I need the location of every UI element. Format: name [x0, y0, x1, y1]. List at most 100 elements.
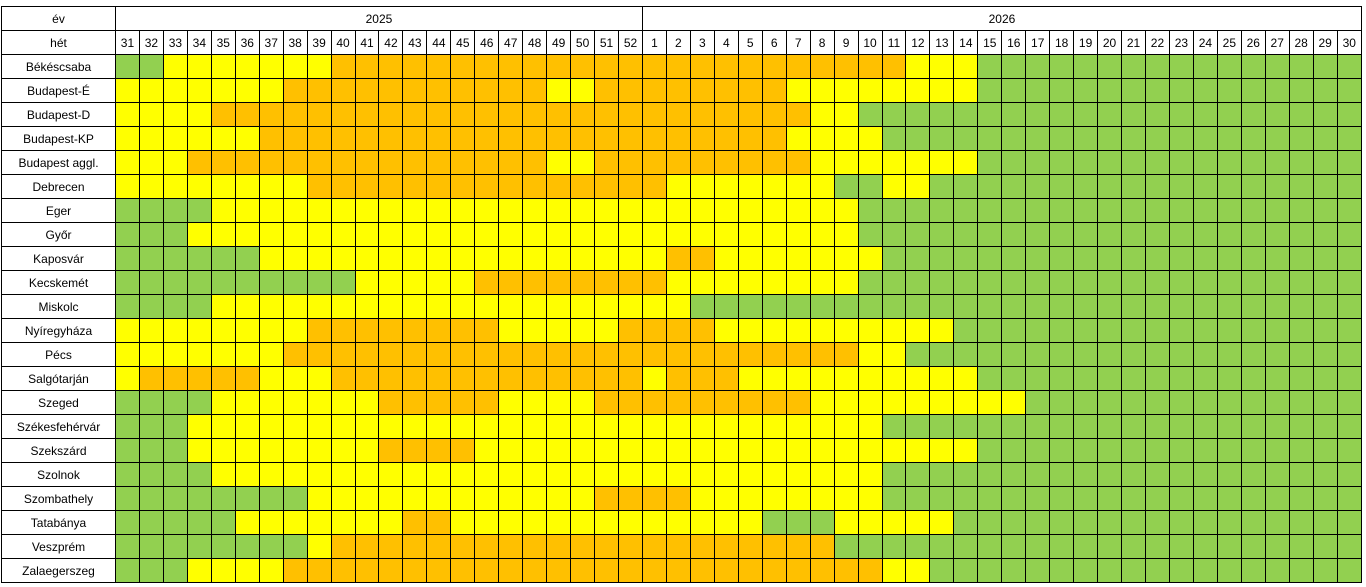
week-header-cell: 17 [1025, 30, 1051, 55]
status-cell [1336, 150, 1363, 175]
status-cell [881, 54, 907, 79]
status-cell [1049, 150, 1075, 175]
status-cell [450, 174, 476, 199]
week-header-cell: 35 [210, 30, 236, 55]
status-cell [162, 462, 188, 487]
status-cell [138, 222, 164, 247]
week-header-cell: 9 [833, 30, 859, 55]
status-cell [977, 390, 1003, 415]
status-cell [474, 222, 500, 247]
status-cell [929, 174, 955, 199]
city-label: Kaposvár [1, 246, 116, 271]
status-cell [641, 126, 667, 151]
status-cell [929, 294, 955, 319]
status-cell [881, 222, 907, 247]
status-cell [402, 390, 428, 415]
status-cell [138, 510, 164, 535]
status-cell [1073, 222, 1099, 247]
status-cell [641, 486, 667, 511]
status-cell [234, 510, 260, 535]
status-cell [881, 150, 907, 175]
status-cell [977, 174, 1003, 199]
status-cell [186, 78, 212, 103]
city-row: Szekszárd [1, 438, 1363, 463]
week-header-cell: 51 [594, 30, 620, 55]
status-cell [1264, 126, 1290, 151]
status-cell [833, 390, 859, 415]
city-row: Debrecen [1, 174, 1363, 199]
status-cell [1144, 486, 1170, 511]
status-cell [905, 198, 931, 223]
status-cell [809, 198, 835, 223]
city-label: Tatabánya [1, 510, 116, 535]
status-cell [929, 558, 955, 583]
status-cell [282, 174, 308, 199]
status-cell [1336, 222, 1363, 247]
status-cell [330, 486, 356, 511]
week-header-cell: 24 [1192, 30, 1218, 55]
status-cell [905, 246, 931, 271]
status-cell [1192, 534, 1218, 559]
city-row: Szeged [1, 390, 1363, 415]
city-label: Miskolc [1, 294, 116, 319]
status-cell [761, 462, 787, 487]
status-cell [210, 318, 236, 343]
status-cell [737, 366, 763, 391]
status-cell [857, 54, 883, 79]
status-cell [713, 390, 739, 415]
status-cell [737, 78, 763, 103]
status-cell [665, 198, 691, 223]
status-cell [1025, 318, 1051, 343]
status-cell [474, 462, 500, 487]
status-cell [761, 78, 787, 103]
status-cell [977, 150, 1003, 175]
status-cell [641, 390, 667, 415]
status-cell [1288, 222, 1314, 247]
status-cell [282, 462, 308, 487]
status-cell [1264, 486, 1290, 511]
status-cell [1240, 510, 1266, 535]
status-cell [115, 534, 140, 559]
status-cell [546, 270, 572, 295]
status-cell [1264, 414, 1290, 439]
status-cell [1336, 486, 1363, 511]
status-cell [186, 366, 212, 391]
status-cell [546, 414, 572, 439]
status-cell [306, 270, 332, 295]
status-cell [737, 438, 763, 463]
status-cell [162, 174, 188, 199]
status-cell [570, 198, 596, 223]
status-cell [1192, 102, 1218, 127]
status-cell [426, 246, 452, 271]
status-cell [186, 198, 212, 223]
status-cell [977, 510, 1003, 535]
status-cell [1049, 534, 1075, 559]
status-cell [1192, 270, 1218, 295]
status-cell [1264, 342, 1290, 367]
status-cell [713, 174, 739, 199]
status-cell [522, 150, 548, 175]
status-cell [282, 342, 308, 367]
week-header-cell: 28 [1288, 30, 1314, 55]
status-cell [210, 294, 236, 319]
status-cell [1240, 102, 1266, 127]
status-cell [1049, 246, 1075, 271]
status-cell [546, 390, 572, 415]
status-cell [1240, 558, 1266, 583]
status-cell [1312, 414, 1338, 439]
status-cell [1168, 54, 1194, 79]
status-cell [186, 174, 212, 199]
status-cell [330, 126, 356, 151]
status-cell [330, 510, 356, 535]
status-cell [330, 270, 356, 295]
status-cell [689, 414, 715, 439]
status-cell [1073, 126, 1099, 151]
week-header-cell: 20 [1097, 30, 1123, 55]
status-cell [522, 534, 548, 559]
status-cell [1312, 558, 1338, 583]
status-cell [258, 246, 284, 271]
status-cell [1288, 558, 1314, 583]
status-cell [1216, 438, 1242, 463]
status-cell [1216, 486, 1242, 511]
status-cell [1073, 54, 1099, 79]
